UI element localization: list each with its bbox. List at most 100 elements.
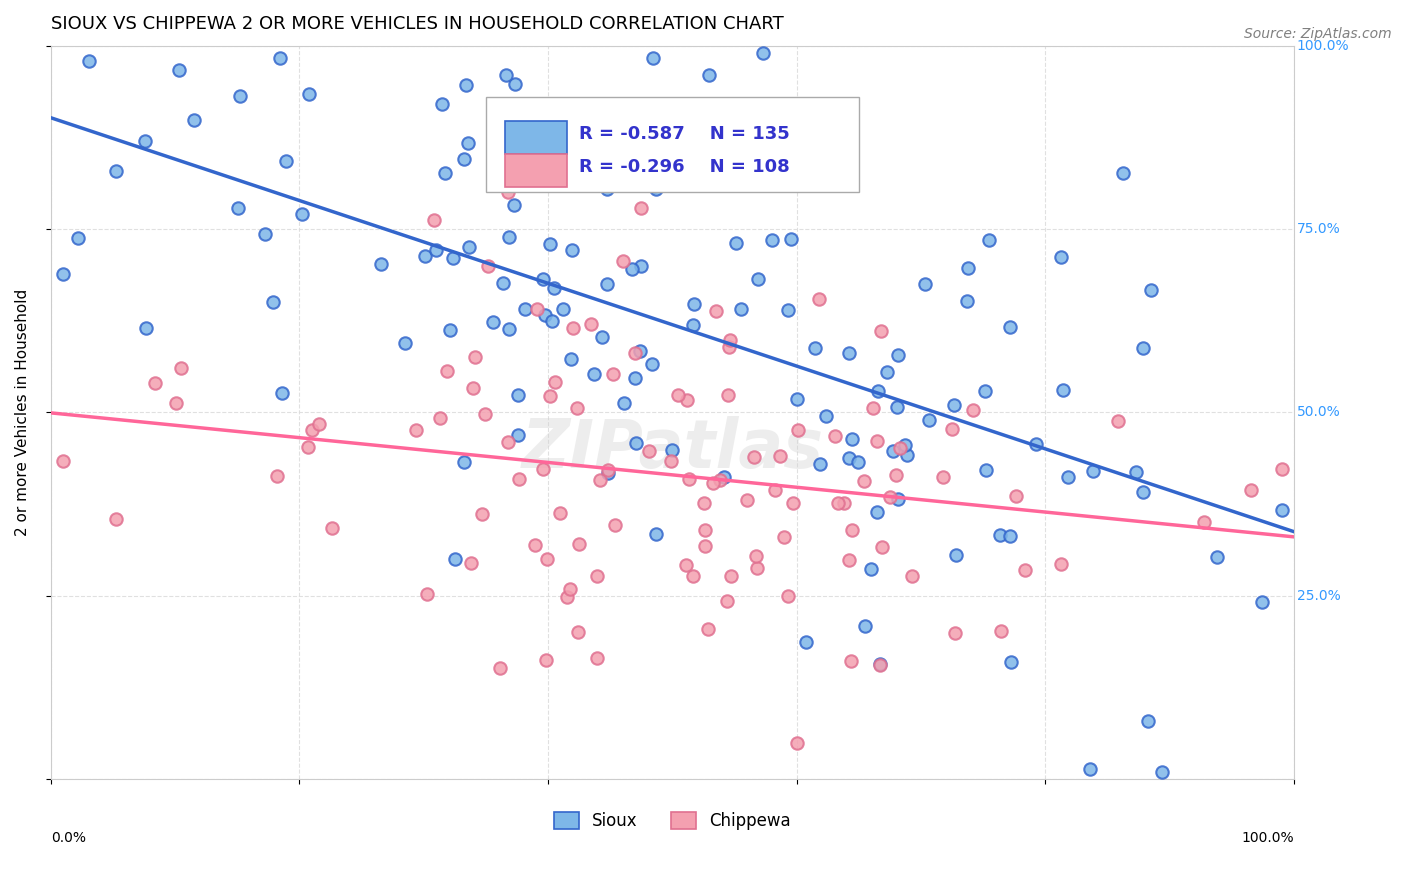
Chippewa <box>962 403 984 417</box>
Chippewa <box>853 474 876 488</box>
Sioux <box>988 528 1011 542</box>
Sioux <box>942 398 965 412</box>
Sioux <box>370 257 392 271</box>
Chippewa <box>558 582 581 596</box>
Sioux <box>853 619 876 633</box>
Sioux <box>1132 342 1154 356</box>
Sioux <box>503 77 526 91</box>
Sioux <box>1081 464 1104 478</box>
Sioux <box>253 227 276 242</box>
Chippewa <box>869 325 891 339</box>
Chippewa <box>423 212 446 227</box>
Chippewa <box>1049 557 1071 571</box>
Chippewa <box>884 468 907 483</box>
Sioux <box>167 62 190 77</box>
Chippewa <box>838 553 860 567</box>
Sioux <box>135 321 157 335</box>
Chippewa <box>477 259 499 273</box>
Sioux <box>492 276 515 290</box>
Chippewa <box>464 350 486 364</box>
Sioux <box>756 147 779 161</box>
Sioux <box>643 179 665 194</box>
Sioux <box>650 178 672 193</box>
Sioux <box>270 386 292 401</box>
Chippewa <box>716 594 738 608</box>
Sioux <box>973 384 995 398</box>
Sioux <box>541 314 564 328</box>
Chippewa <box>461 380 484 394</box>
Sioux <box>394 336 416 351</box>
Sioux <box>543 281 565 295</box>
Sioux <box>1052 384 1074 398</box>
FancyBboxPatch shape <box>505 120 567 153</box>
Chippewa <box>405 423 427 437</box>
Chippewa <box>745 549 768 563</box>
Chippewa <box>709 473 731 487</box>
Sioux <box>269 51 291 65</box>
Chippewa <box>586 568 609 582</box>
Chippewa <box>932 469 955 483</box>
FancyBboxPatch shape <box>486 97 859 193</box>
Chippewa <box>104 512 127 526</box>
Chippewa <box>308 417 330 432</box>
Sioux <box>561 244 583 258</box>
Sioux <box>737 145 759 159</box>
Sioux <box>737 164 759 178</box>
Chippewa <box>786 423 808 437</box>
Sioux <box>183 113 205 128</box>
Sioux <box>808 457 831 471</box>
Chippewa <box>496 434 519 449</box>
Legend: Sioux, Chippewa: Sioux, Chippewa <box>547 805 797 837</box>
Text: SIOUX VS CHIPPEWA 2 OR MORE VEHICLES IN HOUSEHOLD CORRELATION CHART: SIOUX VS CHIPPEWA 2 OR MORE VEHICLES IN … <box>51 15 783 33</box>
Chippewa <box>568 537 591 551</box>
Chippewa <box>735 492 758 507</box>
Sioux <box>886 401 908 415</box>
Chippewa <box>612 253 634 268</box>
Chippewa <box>52 453 75 467</box>
Chippewa <box>508 472 530 486</box>
Chippewa <box>990 624 1012 639</box>
Sioux <box>1112 166 1135 180</box>
Chippewa <box>696 622 718 636</box>
Sioux <box>457 136 479 151</box>
Sioux <box>1136 714 1159 728</box>
Sioux <box>413 249 436 263</box>
Sioux <box>297 87 319 101</box>
Sioux <box>661 442 683 457</box>
Sioux <box>761 234 783 248</box>
Chippewa <box>586 651 609 665</box>
Sioux <box>866 384 889 398</box>
Chippewa <box>589 473 612 487</box>
Sioux <box>998 319 1021 334</box>
Sioux <box>865 505 887 519</box>
Chippewa <box>562 321 585 335</box>
Sioux <box>598 466 620 480</box>
Chippewa <box>1107 414 1129 428</box>
Sioux <box>441 252 464 266</box>
Sioux <box>624 436 647 450</box>
Chippewa <box>879 491 901 505</box>
Text: R = -0.587    N = 135: R = -0.587 N = 135 <box>579 125 790 143</box>
Sioux <box>439 323 461 337</box>
Sioux <box>443 551 465 566</box>
Sioux <box>1271 503 1294 517</box>
Chippewa <box>678 472 700 486</box>
Sioux <box>1000 656 1022 670</box>
Sioux <box>453 455 475 469</box>
Chippewa <box>488 661 510 675</box>
Chippewa <box>638 444 661 458</box>
Chippewa <box>471 507 494 521</box>
Chippewa <box>676 393 699 408</box>
Sioux <box>1025 437 1047 451</box>
Sioux <box>623 371 645 385</box>
Sioux <box>630 259 652 273</box>
Text: 100.0%: 100.0% <box>1241 830 1294 845</box>
Chippewa <box>718 333 741 347</box>
Sioux <box>1205 550 1227 565</box>
Chippewa <box>675 558 697 572</box>
Chippewa <box>543 375 565 389</box>
Sioux <box>560 351 582 366</box>
Sioux <box>79 54 101 68</box>
Chippewa <box>523 538 546 552</box>
Sioux <box>495 68 517 82</box>
